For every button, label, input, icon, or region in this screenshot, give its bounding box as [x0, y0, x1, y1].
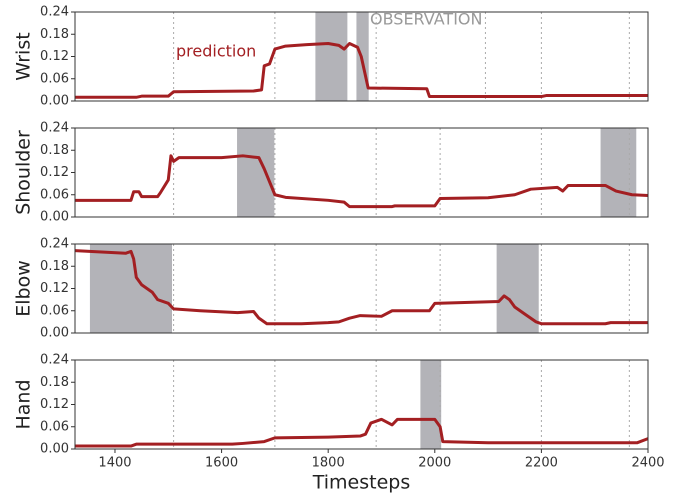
y-axis-label: Hand [13, 379, 35, 429]
y-tick-label: 0.18 [40, 375, 69, 390]
x-axis-label: Timesteps [312, 472, 411, 494]
y-tick-label: 0.00 [40, 94, 69, 109]
x-tick-label: 1400 [98, 456, 131, 471]
observation-span [315, 12, 348, 101]
x-tick-label: 2000 [418, 456, 451, 471]
y-tick-label: 0.24 [40, 121, 69, 136]
y-tick-label: 0.06 [40, 187, 69, 202]
prediction-label: prediction [176, 42, 256, 61]
prediction-line [75, 417, 649, 448]
prediction-line [75, 154, 649, 209]
observation-label: OBSERVATION [370, 10, 482, 29]
axes-frame [74, 243, 649, 334]
axes-frame [74, 127, 649, 218]
y-tick-label: 0.12 [40, 397, 69, 412]
y-tick-label: 0.24 [40, 353, 69, 368]
observation-span [89, 244, 173, 333]
y-tick-label: 0.18 [40, 259, 69, 274]
y-tick-label: 0.00 [40, 210, 69, 225]
prediction-line [74, 249, 648, 326]
y-tick-label: 0.06 [40, 419, 69, 434]
y-tick-label: 0.00 [40, 326, 69, 341]
y-tick-label: 0.12 [40, 49, 69, 64]
y-axis-label: Elbow [13, 260, 35, 317]
x-tick-label: 2400 [631, 456, 664, 471]
x-tick-label: 1600 [205, 456, 238, 471]
y-axis-label: Shoulder [13, 130, 35, 215]
axes-frame [74, 359, 649, 450]
y-tick-label: 0.12 [40, 281, 69, 296]
y-tick-label: 0.18 [40, 143, 69, 158]
observation-span [600, 128, 637, 217]
observation-span [237, 128, 275, 217]
y-tick-label: 0.24 [40, 5, 69, 20]
x-tick-label: 2200 [525, 456, 558, 471]
y-tick-label: 0.18 [40, 27, 69, 42]
y-tick-label: 0.06 [40, 71, 69, 86]
y-tick-label: 0.24 [40, 237, 69, 252]
observation-span [420, 360, 442, 449]
axes-frame [74, 11, 649, 102]
y-tick-label: 0.00 [40, 442, 69, 457]
prediction-line [75, 42, 648, 99]
x-tick-label: 1800 [312, 456, 345, 471]
y-axis-label: Wrist [13, 32, 35, 80]
y-tick-label: 0.12 [40, 165, 69, 180]
y-tick-label: 0.06 [40, 303, 69, 318]
